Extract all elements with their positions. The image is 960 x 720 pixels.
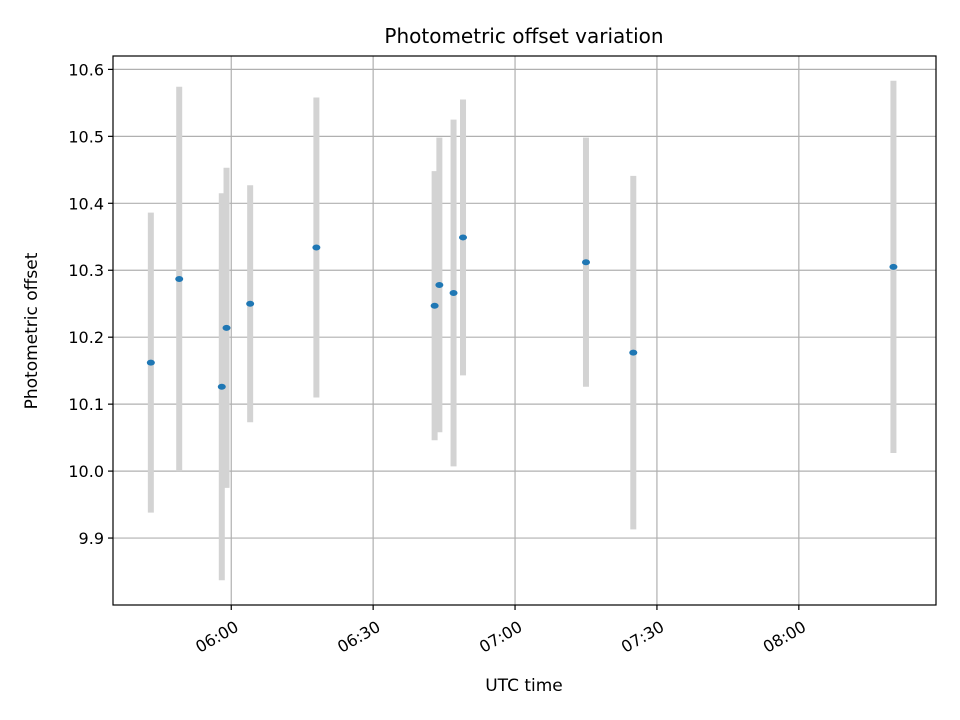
chart-title: Photometric offset variation <box>384 24 663 48</box>
data-point <box>629 349 638 356</box>
x-tick-label: 08:00 <box>760 617 809 657</box>
x-tick-label: 06:30 <box>334 617 383 657</box>
plot-frame <box>112 55 937 606</box>
data-point <box>459 234 468 241</box>
y-tick-label: 10.5 <box>68 127 104 146</box>
y-tick-label: 9.9 <box>79 529 104 548</box>
y-tick-label: 10.4 <box>68 194 104 213</box>
data-point <box>175 275 184 282</box>
y-tick-label: 10.1 <box>68 395 104 414</box>
x-axis-title: UTC time <box>485 676 563 696</box>
data-point <box>449 290 458 297</box>
x-axis-ticks: 06:00 06:30 07:00 07:30 08:00 <box>192 605 809 657</box>
data-point <box>222 324 231 331</box>
data-point <box>581 259 590 266</box>
y-axis-ticks: 9.9 10.0 10.1 10.2 10.3 10.4 10.5 10.6 <box>68 60 113 548</box>
data-point <box>217 383 226 390</box>
error-bars <box>147 80 897 581</box>
grid-lines <box>113 56 936 605</box>
data-point <box>312 244 321 251</box>
y-tick-label: 10.2 <box>68 328 104 347</box>
x-tick-label: 07:30 <box>618 617 667 657</box>
y-axis-title: Photometric offset <box>22 252 42 409</box>
y-tick-label: 10.0 <box>68 462 104 481</box>
data-point <box>435 281 444 288</box>
data-point <box>246 300 255 307</box>
y-tick-label: 10.3 <box>68 261 104 280</box>
data-points <box>146 234 898 390</box>
x-tick-label: 06:00 <box>192 617 241 657</box>
data-point <box>146 359 155 366</box>
data-point <box>430 302 439 309</box>
data-point <box>889 263 898 270</box>
y-tick-label: 10.6 <box>68 60 104 79</box>
x-tick-label: 07:00 <box>476 617 525 657</box>
